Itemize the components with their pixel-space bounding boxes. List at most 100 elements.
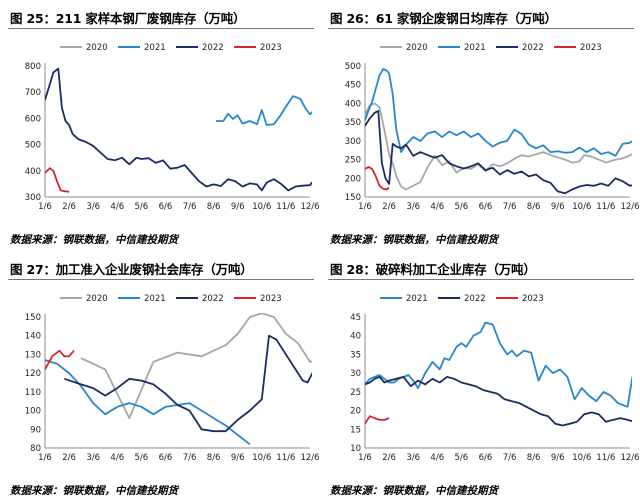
series-line-2020 <box>80 313 312 420</box>
x-tick-label: 4/6 <box>430 202 444 212</box>
source-note: 数据来源：钢联数据，中信建投期货 <box>10 234 178 246</box>
legend-label-2021: 2021 <box>144 43 166 53</box>
x-tick-label: 12/6 <box>620 202 639 212</box>
x-tick-label: 2/6 <box>62 202 76 212</box>
x-tick-label: 8/6 <box>207 453 221 463</box>
chart-28: 2021 2022 2023 10 15 20 25 30 35 40 45 1/6 2/6 3/6 4/6… <box>350 294 639 463</box>
y-tick-label: 30 <box>350 369 361 379</box>
legend-label-2021: 2021 <box>406 294 428 304</box>
y-tick-label: 140 <box>25 332 41 342</box>
chart-panel-25: 图 25：211 家样本钢厂废钢库存（万吨） 2020 2021 2022 2023 3… <box>0 0 320 250</box>
x-tick-label: 4/6 <box>430 453 444 463</box>
x-tick-label: 12/6 <box>300 202 319 212</box>
x-tick-label: 6/6 <box>159 202 173 212</box>
x-tick-label: 10/6 <box>572 453 591 463</box>
y-tick-label: 200 <box>345 174 361 184</box>
chart-panel-27: 图 27：加工准入企业废钢社会库存（万吨） 2020 2021 2022 2023 80… <box>0 251 320 501</box>
x-tick-label: 4/6 <box>110 453 124 463</box>
chart-26: 2020 2021 2022 2023 150 200 250 300 350 400 450 500… <box>345 43 640 212</box>
x-tick-label: 11/6 <box>276 202 295 212</box>
title-divider <box>8 279 314 280</box>
legend-label-2021: 2021 <box>144 294 166 304</box>
y-tick-label: 40 <box>350 332 361 342</box>
y-tick-label: 300 <box>345 137 361 147</box>
x-tick-label: 12/6 <box>300 453 319 463</box>
x-tick-label: 3/6 <box>86 453 100 463</box>
x-tick-label: 9/6 <box>231 202 245 212</box>
series-line-2023 <box>365 166 390 191</box>
series-line-2022 <box>45 67 312 192</box>
x-tick-label: 6/6 <box>159 453 173 463</box>
y-tick-label: 10 <box>350 444 361 454</box>
y-tick-label: 400 <box>25 167 41 177</box>
y-tick-label: 300 <box>25 193 41 203</box>
chart-27: 2020 2021 2022 2023 80 90 100 110 120 130 140 150 1/… <box>25 294 320 463</box>
x-tick-label: 11/6 <box>276 453 295 463</box>
legend-label-2022: 2022 <box>522 43 544 53</box>
chart-title: 图 26：61 家钢企废钢日均库存（万吨） <box>330 11 557 26</box>
y-tick-label: 90 <box>30 425 41 435</box>
x-tick-label: 10/6 <box>252 202 271 212</box>
series-line-2023 <box>365 415 390 425</box>
series-line-2020 <box>365 102 632 191</box>
series-line-2021 <box>365 68 632 157</box>
x-tick-label: 1/6 <box>38 453 52 463</box>
y-tick-label: 500 <box>25 141 41 151</box>
series-line-2022 <box>365 376 632 427</box>
series-line-2022 <box>365 110 632 195</box>
x-tick-label: 1/6 <box>358 453 372 463</box>
x-tick-label: 3/6 <box>406 202 420 212</box>
x-tick-label: 11/6 <box>596 453 615 463</box>
legend-label-2023: 2023 <box>260 294 282 304</box>
x-tick-label: 12/6 <box>620 453 639 463</box>
x-tick-label: 7/6 <box>183 202 197 212</box>
y-tick-label: 120 <box>25 369 41 379</box>
legend-label-2022: 2022 <box>464 294 486 304</box>
legend-label-2021: 2021 <box>464 43 486 53</box>
title-divider <box>8 28 314 29</box>
x-tick-label: 7/6 <box>503 202 517 212</box>
x-tick-label: 7/6 <box>503 453 517 463</box>
source-note: 数据来源：钢联数据，中信建投期货 <box>330 485 498 497</box>
x-tick-label: 2/6 <box>382 453 396 463</box>
series-line-2022 <box>64 334 312 433</box>
x-tick-label: 8/6 <box>527 202 541 212</box>
source-note: 数据来源：钢联数据，中信建投期货 <box>330 234 498 246</box>
x-tick-label: 2/6 <box>382 202 396 212</box>
y-tick-label: 400 <box>345 99 361 109</box>
y-tick-label: 700 <box>25 88 41 98</box>
y-tick-label: 150 <box>345 193 361 203</box>
y-tick-label: 45 <box>350 313 361 323</box>
x-tick-label: 9/6 <box>231 453 245 463</box>
x-tick-label: 5/6 <box>135 453 149 463</box>
x-tick-label: 8/6 <box>527 453 541 463</box>
y-tick-label: 350 <box>345 118 361 128</box>
chart-25: 2020 2021 2022 2023 300 400 500 600 700 800 1/6 2/6… <box>25 43 320 212</box>
y-tick-label: 35 <box>350 350 361 360</box>
x-tick-label: 1/6 <box>38 202 52 212</box>
legend-label-2023: 2023 <box>522 294 544 304</box>
legend-label-2023: 2023 <box>580 43 602 53</box>
y-tick-label: 80 <box>30 444 41 454</box>
x-tick-label: 5/6 <box>455 202 469 212</box>
series-line-2023 <box>45 349 75 370</box>
y-tick-label: 800 <box>25 62 41 72</box>
chart-panel-26: 图 26：61 家钢企废钢日均库存（万吨） 2020 2021 2022 2023 15… <box>320 0 640 250</box>
x-tick-label: 1/6 <box>358 202 372 212</box>
y-tick-label: 250 <box>345 156 361 166</box>
x-tick-label: 10/6 <box>252 453 271 463</box>
x-tick-label: 6/6 <box>479 202 493 212</box>
title-divider <box>328 28 634 29</box>
legend-label-2023: 2023 <box>260 43 282 53</box>
legend-label-2022: 2022 <box>202 43 224 53</box>
x-tick-label: 4/6 <box>110 202 124 212</box>
x-tick-label: 7/6 <box>183 453 197 463</box>
x-tick-label: 10/6 <box>572 202 591 212</box>
chart-title: 图 28：破碎料加工企业库存（万吨） <box>330 262 536 277</box>
y-tick-label: 500 <box>345 62 361 72</box>
legend-label-2020: 2020 <box>86 294 108 304</box>
y-tick-label: 110 <box>25 388 41 398</box>
x-tick-label: 11/6 <box>596 202 615 212</box>
x-tick-label: 3/6 <box>406 453 420 463</box>
x-tick-label: 8/6 <box>207 202 221 212</box>
